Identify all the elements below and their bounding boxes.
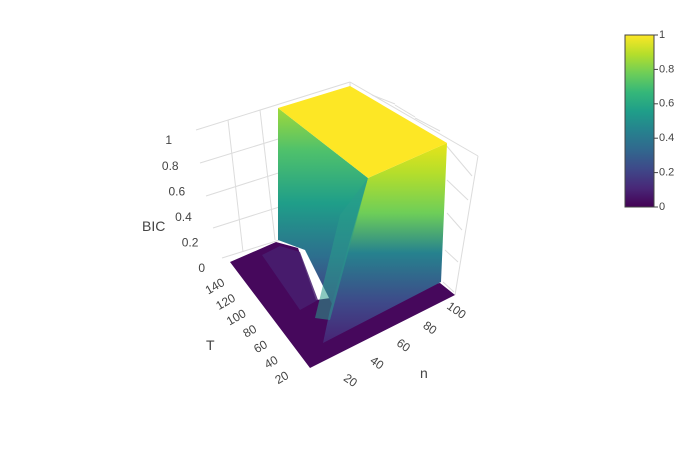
y-tick-label: 80	[241, 322, 260, 341]
surface-ridge	[315, 178, 368, 320]
z-tick-label: 0.8	[162, 159, 179, 173]
colorbar-tick-label: 0.8	[659, 63, 674, 75]
z-tick-label: 0.2	[182, 236, 199, 250]
surface	[230, 86, 455, 368]
surface-plateau	[278, 86, 447, 178]
x-tick-label: 80	[420, 318, 439, 337]
y-tick-label: 60	[251, 337, 270, 356]
y-tick-label: 40	[262, 353, 281, 372]
z-tick-label: 1	[165, 133, 172, 147]
surface-front-face	[323, 143, 447, 343]
colorbar-tick-label: 0.4	[659, 132, 674, 144]
colorbar-tick-label: 0.2	[659, 167, 674, 179]
colorbar-gradient	[624, 34, 655, 208]
x-tick-label: 20	[341, 371, 360, 390]
z-axis-title: BIC	[142, 218, 165, 234]
x-axis-title: n	[420, 365, 428, 381]
y-tick-label: 20	[273, 368, 292, 387]
colorbar-ticks: 0 0.2 0.4 0.6 0.8 1	[654, 29, 674, 213]
z-axis-ticks: 0 0.2 0.4 0.6 0.8 1	[162, 133, 205, 275]
z-tick-label: 0.6	[169, 184, 186, 198]
colorbar: 0 0.2 0.4 0.6 0.8 1	[624, 29, 674, 213]
colorbar-tick-label: 1	[659, 29, 665, 41]
colorbar-tick-label: 0	[659, 201, 665, 213]
z-tick-label: 0	[198, 261, 205, 275]
right-wall-grid	[349, 81, 479, 296]
x-tick-label: 100	[444, 299, 469, 322]
y-axis-title: T	[206, 337, 215, 353]
x-tick-label: 60	[394, 336, 413, 355]
surface-floor-band	[262, 246, 318, 310]
x-tick-label: 40	[367, 353, 386, 372]
z-tick-label: 0.4	[175, 210, 192, 224]
colorbar-tick-label: 0.6	[659, 98, 674, 110]
